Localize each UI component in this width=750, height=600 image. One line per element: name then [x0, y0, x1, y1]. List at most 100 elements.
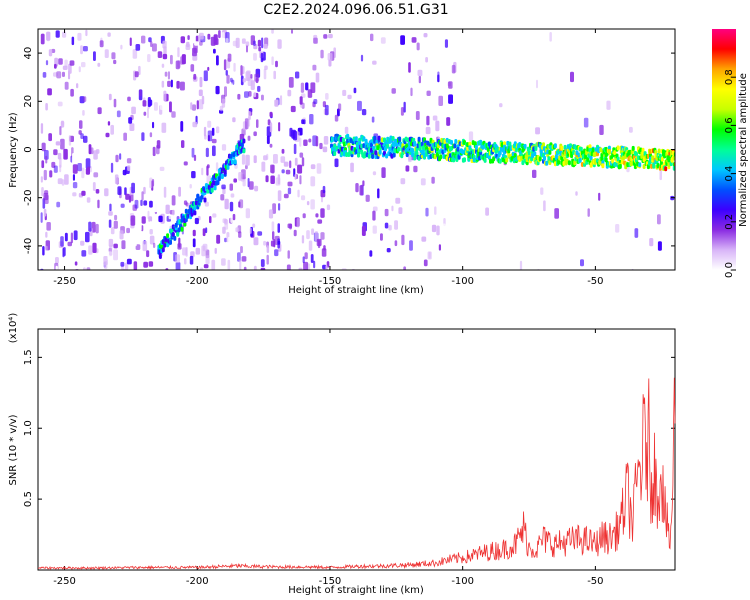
spectrogram-noise-cell: [46, 222, 51, 231]
spectrogram-noise-cell: [114, 214, 118, 221]
spectrogram-noise-cell: [438, 95, 443, 106]
spectrogram-noise-cell: [110, 124, 114, 135]
spectrogram-noise-cell: [435, 120, 440, 132]
spectrogram-noise-cell: [400, 35, 405, 45]
spectrogram-noise-cell: [45, 231, 48, 238]
spectrogram-noise-cell: [317, 240, 321, 249]
spectrogram-noise-cell: [264, 65, 268, 70]
spectrogram-noise-cell: [380, 233, 383, 241]
spectrogram-noise-cell: [69, 60, 75, 66]
snr-x-tick-label: -100: [451, 576, 474, 587]
spectrogram-noise-cell: [499, 103, 503, 108]
spectrogram-noise-cell: [92, 90, 97, 97]
spectrogram-ridge-cell: [553, 143, 557, 149]
spectrogram-noise-cell: [62, 65, 68, 70]
spectrogram-noise-cell: [191, 171, 196, 179]
spectrogram-noise-cell: [329, 130, 334, 136]
spectrogram-noise-cell: [81, 190, 86, 196]
spectrogram-noise-cell: [265, 175, 269, 183]
spectrogram-noise-cell: [73, 230, 78, 241]
spectrogram-noise-cell: [606, 100, 611, 110]
colorbar: [712, 29, 736, 270]
spectrogram-ridge-cell: [672, 165, 675, 171]
spectrogram-noise-cell: [372, 225, 377, 234]
spectrogram-noise-cell: [152, 146, 156, 157]
spectrogram-noise-cell: [287, 89, 292, 97]
spectrogram-noise-cell: [122, 120, 127, 132]
spectrogram-noise-cell: [192, 121, 198, 128]
spectrogram-noise-cell: [532, 169, 537, 178]
spectrogram-noise-cell: [68, 63, 72, 74]
spectrogram-noise-cell: [203, 126, 207, 137]
spectrogram-noise-cell: [583, 117, 589, 128]
spectrogram-ridge-cell: [439, 154, 443, 160]
spectrogram-ridge-cell: [171, 232, 175, 237]
spectrogram-noise-cell: [149, 177, 153, 189]
spectrogram-noise-cell: [64, 232, 68, 242]
spectrogram-y-axis-label: Frequency (Hz): [8, 112, 19, 188]
spectrogram-x-axis-label: Height of straight line (km): [288, 285, 424, 296]
spectrogram-ridge-cell: [397, 146, 400, 152]
spectrogram-ridge-cell: [213, 185, 217, 191]
spectrogram-noise-cell: [299, 175, 302, 185]
spectrogram-noise-cell: [207, 120, 212, 128]
spectrogram-noise-cell: [138, 224, 142, 231]
spectrogram-noise-cell: [233, 178, 237, 183]
spectrogram-noise-cell: [615, 224, 620, 233]
spectrogram-noise-cell: [308, 138, 312, 143]
spectrogram-ridge-cell: [169, 239, 172, 245]
spectrogram-ridge-cell: [454, 139, 458, 144]
spectrogram-noise-cell: [274, 99, 279, 107]
spectrogram-ridge-cell: [384, 146, 387, 152]
spectrogram-noise-cell: [156, 145, 160, 155]
spectrogram-ridge-cell: [474, 144, 478, 150]
spectrogram-noise-cell: [54, 63, 57, 69]
spectrogram-noise-cell: [258, 46, 262, 52]
spectrogram-noise-cell: [334, 158, 339, 168]
spectrogram-ridge-cell: [374, 150, 378, 156]
spectrogram-noise-cell: [209, 216, 212, 224]
spectrogram-noise-cell: [298, 267, 303, 270]
spectrogram-noise-cell: [203, 70, 208, 82]
spectrogram-noise-cell: [161, 122, 167, 133]
spectrogram-noise-cell: [152, 121, 155, 129]
spectrogram-noise-cell: [283, 193, 289, 199]
spectrogram-noise-cell: [247, 135, 251, 141]
spectrogram-noise-cell: [161, 80, 165, 88]
spectrogram-noise-cell: [207, 66, 210, 71]
spectrogram-noise-cell: [51, 48, 56, 53]
spectrogram-noise-cell: [277, 190, 282, 201]
spectrogram-noise-cell: [149, 220, 152, 232]
spectrogram-ridge-cell: [505, 157, 509, 163]
spectrogram-noise-cell: [438, 244, 441, 251]
spectrogram-noise-cell: [388, 224, 392, 231]
spectrogram-noise-cell: [128, 117, 133, 124]
spectrogram-noise-cell: [540, 187, 544, 195]
spectrogram-noise-cell: [400, 107, 404, 116]
spectrogram-noise-cell: [185, 247, 188, 257]
spectrogram-noise-cell: [85, 231, 90, 243]
spectrogram-noise-cell: [108, 219, 112, 228]
spectrogram-noise-cell: [313, 37, 318, 44]
spectrogram-noise-cell: [263, 68, 267, 80]
spectrogram-noise-cell: [139, 89, 142, 97]
spectrogram-ridge-cell: [217, 176, 221, 182]
spectrogram-noise-cell: [203, 264, 209, 269]
spectrogram-ridge-cell: [616, 145, 620, 151]
spectrogram-noise-cell: [248, 181, 254, 190]
spectrogram-noise-cell: [318, 132, 321, 140]
spectrogram-noise-cell: [302, 256, 305, 264]
spectrogram-noise-cell: [267, 119, 271, 126]
spectrogram-noise-cell: [85, 158, 91, 169]
spectrogram-noise-cell: [549, 32, 552, 42]
spectrogram-noise-cell: [301, 195, 306, 201]
spectrogram-noise-cell: [245, 41, 250, 47]
spectrogram-ridge-cell: [589, 155, 593, 161]
spectrogram-noise-cell: [43, 208, 47, 217]
spectrogram-x-tick-label: -50: [587, 276, 603, 287]
spectrogram-noise-cell: [42, 72, 47, 78]
spectrogram-noise-cell: [313, 99, 318, 105]
spectrogram-noise-cell: [163, 186, 167, 198]
spectrogram-noise-cell: [270, 175, 275, 184]
